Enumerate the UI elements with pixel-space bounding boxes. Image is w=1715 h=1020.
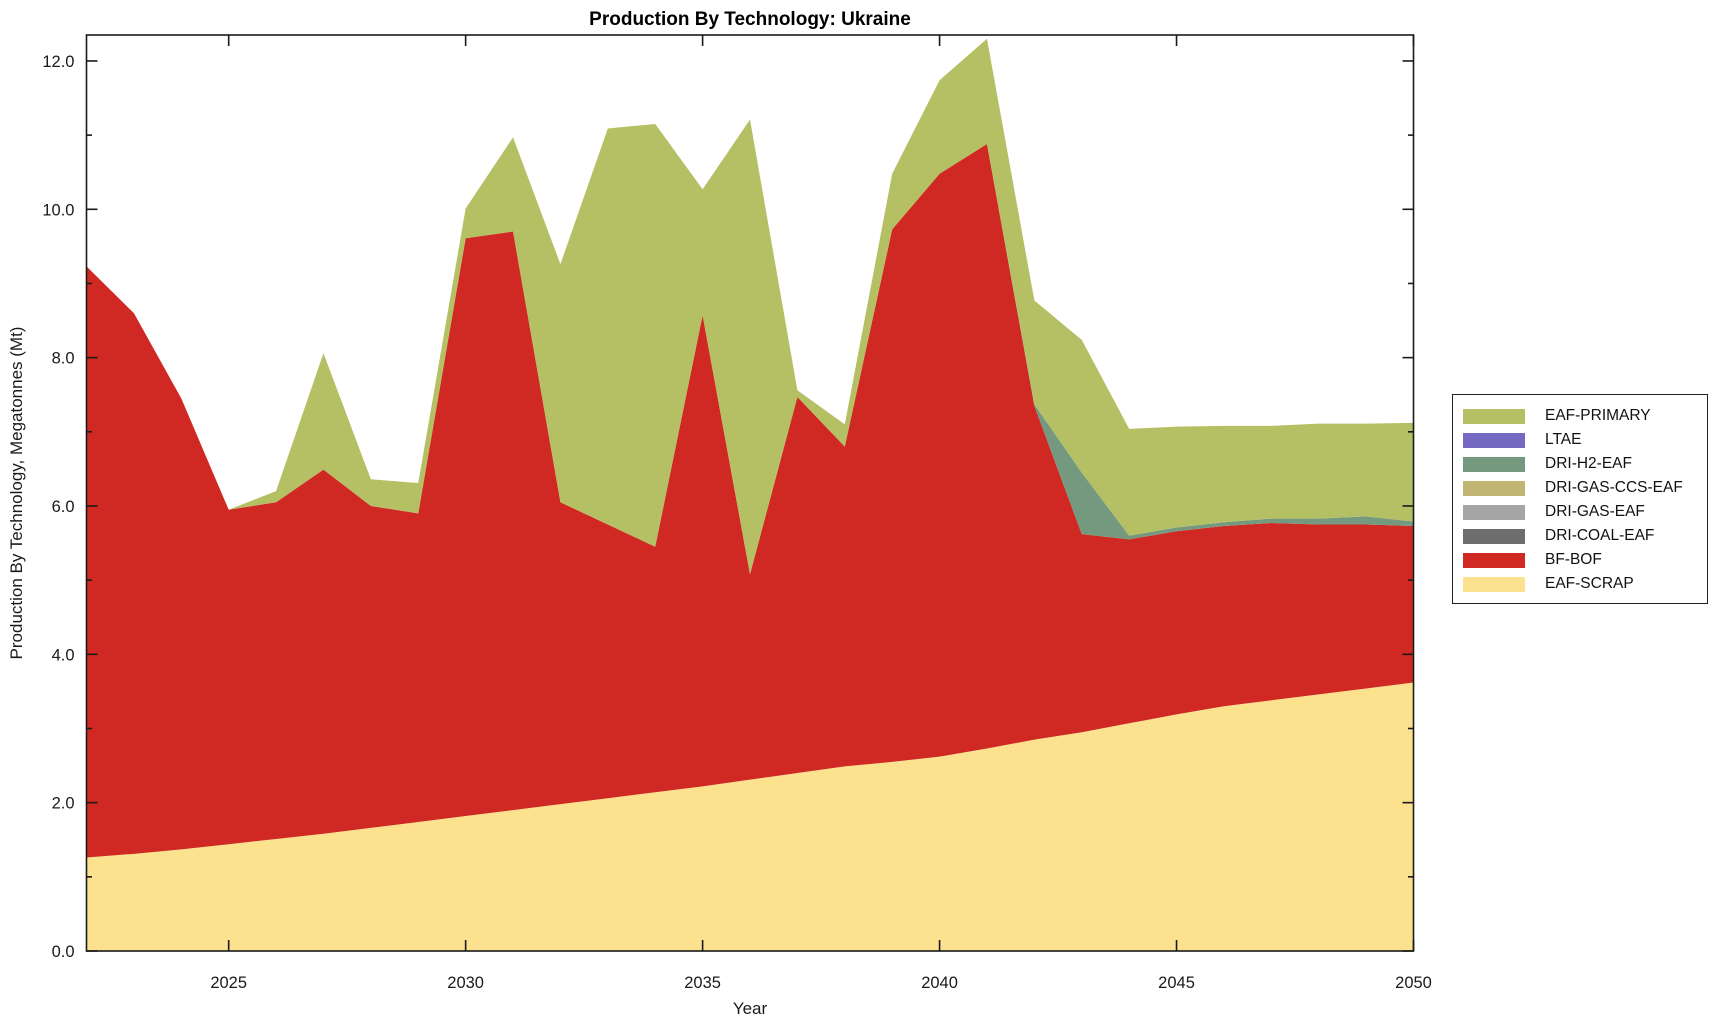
- y-tick-label: 4.0: [52, 646, 75, 664]
- legend-item: DRI-GAS-CCS-EAF: [1463, 476, 1697, 500]
- legend-item: BF-BOF: [1463, 548, 1697, 572]
- x-tick-label: 2030: [447, 974, 484, 992]
- legend-label: LTAE: [1545, 431, 1582, 449]
- stacked-areas: [86, 38, 1414, 951]
- legend-swatch-icon: [1463, 456, 1525, 472]
- legend-label: DRI-GAS-EAF: [1545, 503, 1645, 521]
- legend-item: EAF-PRIMARY: [1463, 404, 1697, 428]
- legend-label: DRI-GAS-CCS-EAF: [1545, 479, 1683, 497]
- legend-swatch-icon: [1463, 408, 1525, 424]
- chart-title: Production By Technology: Ukraine: [589, 9, 911, 30]
- legend-swatch-icon: [1463, 480, 1525, 496]
- y-tick-label: 6.0: [52, 498, 75, 516]
- x-tick-label: 2040: [921, 974, 958, 992]
- x-tick-label: 2050: [1395, 974, 1432, 992]
- legend-swatch-icon: [1463, 432, 1525, 448]
- x-tick-label: 2045: [1158, 974, 1195, 992]
- y-axis-label: Production By Technology, Megatonnes (Mt…: [7, 327, 26, 660]
- y-tick-label: 8.0: [52, 350, 75, 368]
- tick-labels: 2025 2030 2035 2040 2045 2050 0.0 2.0 4.0 6.0 8.0 1…: [42, 53, 1431, 992]
- legend-item: LTAE: [1463, 428, 1697, 452]
- legend-swatch-icon: [1463, 576, 1525, 592]
- y-tick-label: 12.0: [42, 53, 74, 71]
- y-tick-label: 0.0: [52, 943, 75, 961]
- area-series-eaf-primary: [86, 38, 1414, 575]
- legend-swatch-icon: [1463, 528, 1525, 544]
- area-series-bf-bof: [86, 144, 1414, 858]
- legend-label: DRI-H2-EAF: [1545, 455, 1632, 473]
- legend-item: DRI-H2-EAF: [1463, 452, 1697, 476]
- x-tick-label: 2035: [684, 974, 721, 992]
- legend-item: DRI-GAS-EAF: [1463, 500, 1697, 524]
- legend-label: DRI-COAL-EAF: [1545, 527, 1655, 545]
- area-series-eaf-scrap: [86, 682, 1414, 951]
- legend-label: EAF-PRIMARY: [1545, 407, 1651, 425]
- legend-swatch-icon: [1463, 504, 1525, 520]
- x-axis-label: Year: [733, 999, 768, 1018]
- legend-label: BF-BOF: [1545, 551, 1602, 569]
- legend-item: EAF-SCRAP: [1463, 572, 1697, 596]
- y-tick-label: 10.0: [42, 201, 74, 219]
- legend-item: DRI-COAL-EAF: [1463, 524, 1697, 548]
- x-tick-label: 2025: [210, 974, 247, 992]
- legend-swatch-icon: [1463, 552, 1525, 568]
- plot-border: [85, 34, 1415, 952]
- legend-label: EAF-SCRAP: [1545, 575, 1634, 593]
- legend: EAF-PRIMARY LTAE DRI-H2-EAF DRI-GAS-CCS-EAF…: [1452, 394, 1708, 604]
- y-tick-label: 2.0: [52, 795, 75, 813]
